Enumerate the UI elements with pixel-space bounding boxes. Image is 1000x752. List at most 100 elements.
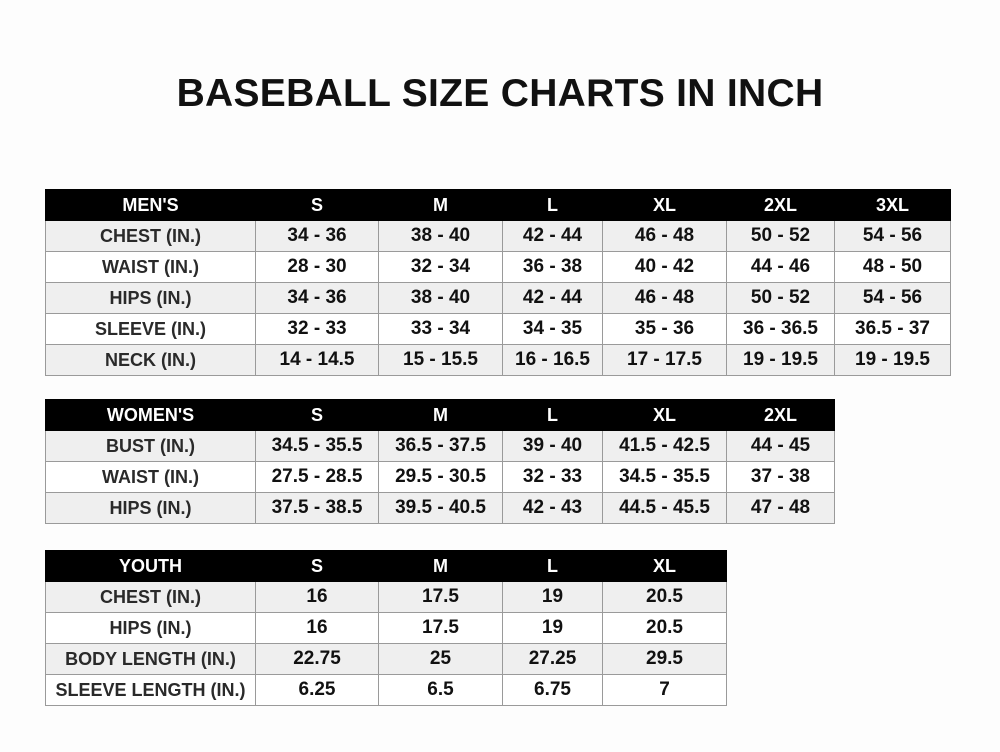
header-row: YOUTH S M L XL [45, 550, 727, 582]
table-row: CHEST (IN.) 16 17.5 19 20.5 [45, 581, 727, 613]
size-value: 39.5 - 40.5 [378, 492, 503, 524]
size-header: L [502, 550, 603, 582]
size-value: 29.5 - 30.5 [378, 461, 503, 493]
size-value: 48 - 50 [834, 251, 951, 283]
size-value: 47 - 48 [726, 492, 835, 524]
size-value: 36.5 - 37.5 [378, 430, 503, 462]
size-value: 16 [255, 581, 379, 613]
table-row: HIPS (IN.) 37.5 - 38.5 39.5 - 40.5 42 - 43 4… [45, 492, 835, 524]
size-value: 19 [502, 612, 603, 644]
header-row: MEN'S S M L XL 2XL 3XL [45, 189, 951, 221]
table-row: SLEEVE (IN.) 32 - 33 33 - 34 34 - 35 35 - 36… [45, 313, 951, 345]
size-value: 16 [255, 612, 379, 644]
size-value: 44.5 - 45.5 [602, 492, 727, 524]
measurement-label: BUST (IN.) [45, 430, 256, 462]
table-category-header: YOUTH [45, 550, 256, 582]
size-value: 20.5 [602, 612, 727, 644]
size-value: 44 - 45 [726, 430, 835, 462]
size-value: 19 [502, 581, 603, 613]
table-row: CHEST (IN.) 34 - 36 38 - 40 42 - 44 46 - 48 5… [45, 220, 951, 252]
table-row: WAIST (IN.) 27.5 - 28.5 29.5 - 30.5 32 - 33… [45, 461, 835, 493]
size-header: 2XL [726, 189, 835, 221]
size-value: 34 - 36 [255, 282, 379, 314]
size-value: 27.5 - 28.5 [255, 461, 379, 493]
size-value: 29.5 [602, 643, 727, 675]
size-value: 32 - 34 [378, 251, 503, 283]
table-row: NECK (IN.) 14 - 14.5 15 - 15.5 16 - 16.5 17 … [45, 344, 951, 376]
measurement-label: CHEST (IN.) [45, 581, 256, 613]
table-row: BODY LENGTH (IN.) 22.75 25 27.25 29.5 [45, 643, 727, 675]
size-header: 2XL [726, 399, 835, 431]
size-value: 7 [602, 674, 727, 706]
size-value: 41.5 - 42.5 [602, 430, 727, 462]
size-value: 54 - 56 [834, 282, 951, 314]
table-category-header: MEN'S [45, 189, 256, 221]
size-value: 36 - 36.5 [726, 313, 835, 345]
size-value: 6.25 [255, 674, 379, 706]
measurement-label: WAIST (IN.) [45, 461, 256, 493]
size-value: 22.75 [255, 643, 379, 675]
size-header: M [378, 399, 503, 431]
table-row: HIPS (IN.) 34 - 36 38 - 40 42 - 44 46 - 48 50… [45, 282, 951, 314]
size-value: 17.5 [378, 581, 503, 613]
size-value: 17 - 17.5 [602, 344, 727, 376]
size-value: 33 - 34 [378, 313, 503, 345]
size-value: 34.5 - 35.5 [255, 430, 379, 462]
size-header: XL [602, 399, 727, 431]
size-value: 34 - 35 [502, 313, 603, 345]
size-header: M [378, 189, 503, 221]
size-header: L [502, 399, 603, 431]
size-value: 35 - 36 [602, 313, 727, 345]
size-value: 46 - 48 [602, 220, 727, 252]
size-value: 42 - 44 [502, 220, 603, 252]
size-value: 28 - 30 [255, 251, 379, 283]
size-value: 17.5 [378, 612, 503, 644]
measurement-label: WAIST (IN.) [45, 251, 256, 283]
size-header: L [502, 189, 603, 221]
size-value: 37.5 - 38.5 [255, 492, 379, 524]
mens-size-table: MEN'S S M L XL 2XL 3XL CHEST (IN.) 34 - 36 38 - 4… [45, 189, 951, 376]
size-value: 19 - 19.5 [834, 344, 951, 376]
size-value: 14 - 14.5 [255, 344, 379, 376]
size-value: 50 - 52 [726, 282, 835, 314]
size-header: XL [602, 550, 727, 582]
size-value: 39 - 40 [502, 430, 603, 462]
youth-size-table: YOUTH S M L XL CHEST (IN.) 16 17.5 19 20.5 HIPS (I… [45, 550, 727, 706]
size-value: 38 - 40 [378, 220, 503, 252]
measurement-label: HIPS (IN.) [45, 282, 256, 314]
size-value: 46 - 48 [602, 282, 727, 314]
size-value: 19 - 19.5 [726, 344, 835, 376]
measurement-label: BODY LENGTH (IN.) [45, 643, 256, 675]
size-value: 34 - 36 [255, 220, 379, 252]
table-row: SLEEVE LENGTH (IN.) 6.25 6.5 6.75 7 [45, 674, 727, 706]
size-value: 40 - 42 [602, 251, 727, 283]
size-value: 15 - 15.5 [378, 344, 503, 376]
size-value: 42 - 43 [502, 492, 603, 524]
size-value: 27.25 [502, 643, 603, 675]
size-header: S [255, 189, 379, 221]
womens-size-table: WOMEN'S S M L XL 2XL BUST (IN.) 34.5 - 35.5 36.5… [45, 399, 835, 524]
size-value: 36 - 38 [502, 251, 603, 283]
size-header: XL [602, 189, 727, 221]
size-header: M [378, 550, 503, 582]
size-value: 50 - 52 [726, 220, 835, 252]
measurement-label: SLEEVE LENGTH (IN.) [45, 674, 256, 706]
page-title: BASEBALL SIZE CHARTS IN INCH [176, 72, 824, 115]
table-row: BUST (IN.) 34.5 - 35.5 36.5 - 37.5 39 - 40 4… [45, 430, 835, 462]
size-value: 32 - 33 [255, 313, 379, 345]
measurement-label: HIPS (IN.) [45, 612, 256, 644]
size-value: 25 [378, 643, 503, 675]
measurement-label: NECK (IN.) [45, 344, 256, 376]
size-value: 6.5 [378, 674, 503, 706]
size-value: 44 - 46 [726, 251, 835, 283]
measurement-label: SLEEVE (IN.) [45, 313, 256, 345]
header-row: WOMEN'S S M L XL 2XL [45, 399, 835, 431]
table-row: HIPS (IN.) 16 17.5 19 20.5 [45, 612, 727, 644]
size-value: 6.75 [502, 674, 603, 706]
size-value: 32 - 33 [502, 461, 603, 493]
size-value: 20.5 [602, 581, 727, 613]
size-value: 16 - 16.5 [502, 344, 603, 376]
size-header: S [255, 550, 379, 582]
size-value: 36.5 - 37 [834, 313, 951, 345]
size-header: S [255, 399, 379, 431]
